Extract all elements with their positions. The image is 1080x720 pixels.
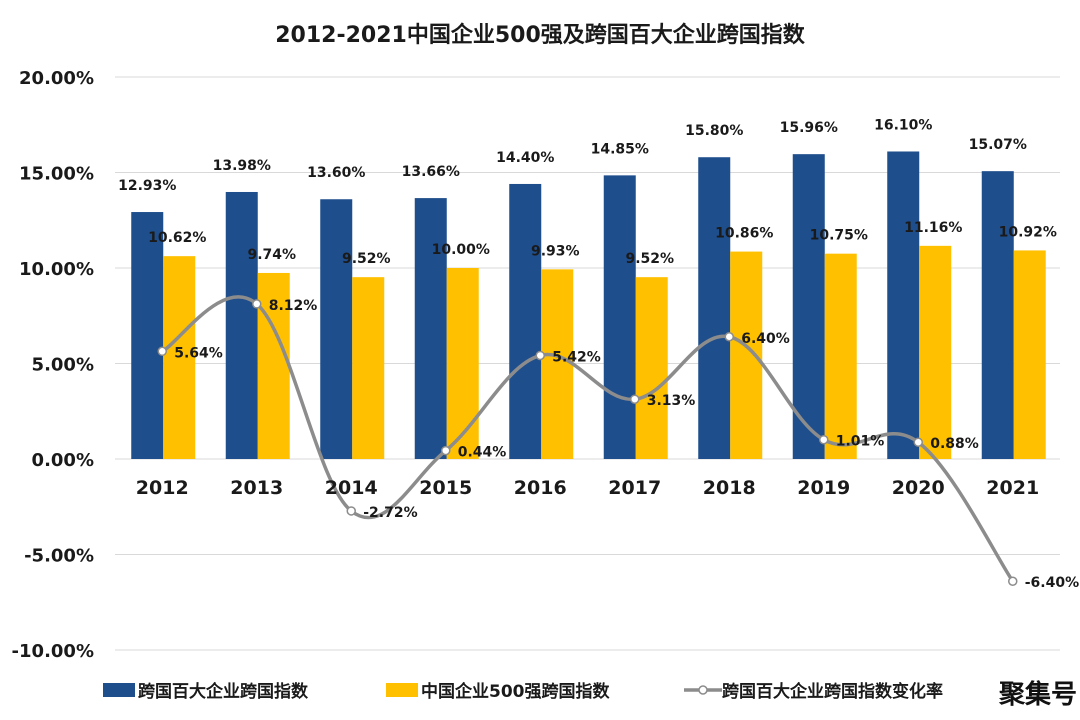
data-label-change-rate: 1.01%: [836, 434, 885, 450]
bar-china-top500: [352, 277, 385, 459]
chart-title: 2012-2021中国企业500强及跨国百大企业跨国指数: [275, 22, 806, 48]
legend-label-change-rate: 跨国百大企业跨国指数变化率: [722, 681, 943, 702]
change-rate-point: [441, 445, 451, 456]
data-label-change-rate: 0.44%: [458, 445, 507, 461]
legend: 跨国百大企业跨国指数 中国企业500强跨国指数 跨国百大企业跨国指数变化率: [103, 681, 943, 702]
bar-cross-border-top100: [131, 212, 164, 459]
x-tick-label: 2018: [703, 477, 756, 499]
x-tick-label: 2021: [986, 477, 1039, 499]
grid-layer: -10.00% -5.00% 0.00% 5.00% 10.00% 15.00% 20.00…: [12, 68, 1060, 662]
bar-cross-border-top100: [603, 175, 636, 460]
x-tick-label: 2015: [419, 477, 472, 499]
y-tick-label: 5.00%: [32, 355, 94, 376]
change-rate-point: [535, 350, 545, 361]
legend-swatch-china-top500: [386, 683, 418, 697]
x-tick-label: 2013: [230, 477, 283, 499]
bar-cross-border-top100: [320, 199, 353, 460]
bar-cross-border-top100: [509, 183, 542, 459]
y-tick-label: 0.00%: [32, 450, 94, 471]
data-label-cross-border-top100: 14.85%: [591, 141, 649, 157]
data-label-china-top500: 10.75%: [810, 228, 868, 244]
data-label-china-top500: 11.16%: [904, 220, 962, 236]
bar-cross-border-top100: [414, 198, 447, 459]
legend-swatch-cross-border-top100: [103, 683, 135, 697]
data-label-china-top500: 10.92%: [999, 224, 1057, 240]
x-tick-label: 2020: [892, 477, 945, 499]
change-rate-point: [630, 394, 640, 404]
data-label-cross-border-top100: 13.66%: [402, 164, 460, 180]
y-tick-label: 15.00%: [19, 164, 94, 185]
legend-label-china-top500: 中国企业500强跨国指数: [421, 681, 610, 702]
y-tick-label: 10.00%: [19, 259, 94, 280]
x-tick-label: 2017: [608, 477, 661, 499]
y-tick-label: -10.00%: [12, 641, 94, 662]
change-rate-point: [724, 332, 734, 342]
data-label-change-rate: 0.88%: [930, 436, 979, 452]
bar-china-top500: [541, 269, 574, 459]
bar-china-top500: [919, 245, 952, 459]
change-rate-point: [913, 437, 923, 447]
bar-cross-border-top100: [887, 151, 920, 460]
data-label-cross-border-top100: 16.10%: [874, 117, 932, 133]
change-rate-point: [1008, 576, 1018, 586]
bar-china-top500: [635, 277, 668, 459]
bar-china-top500: [446, 268, 479, 459]
data-label-change-rate: -6.40%: [1025, 575, 1079, 591]
bar-cross-border-top100: [225, 191, 258, 459]
change-rate-point: [252, 299, 262, 309]
bar-cross-border-top100: [792, 154, 825, 459]
data-label-china-top500: 9.74%: [247, 247, 296, 263]
x-tick-label: 2016: [514, 477, 567, 499]
data-label-change-rate: 8.12%: [269, 298, 318, 314]
data-label-cross-border-top100: 15.80%: [685, 123, 743, 139]
bar-china-top500: [163, 256, 196, 459]
change-rate-point: [157, 346, 167, 357]
change-rate-point: [819, 434, 829, 445]
data-label-china-top500: 10.00%: [432, 242, 490, 258]
data-label-china-top500: 10.86%: [715, 226, 773, 242]
bar-cross-border-top100: [698, 157, 731, 459]
bar-china-top500: [824, 253, 857, 459]
x-tick-label: 2019: [797, 477, 850, 499]
legend-marker-change-rate: [698, 685, 708, 695]
legend-label-cross-border-top100: 跨国百大企业跨国指数: [138, 681, 309, 702]
data-label-china-top500: 9.52%: [625, 251, 674, 267]
data-label-cross-border-top100: 15.07%: [969, 137, 1027, 153]
label-layer: 2012 2013 2014 2015 2016 2017 2018 2019 2020 2021…: [118, 117, 1079, 591]
y-tick-label: 20.00%: [19, 68, 94, 89]
data-label-change-rate: -2.72%: [363, 505, 417, 521]
bar-china-top500: [1013, 250, 1046, 459]
data-label-cross-border-top100: 14.40%: [496, 150, 554, 166]
x-tick-label: 2014: [325, 477, 378, 499]
watermark: 聚集号: [998, 679, 1077, 710]
data-label-cross-border-top100: 13.98%: [213, 158, 271, 174]
data-label-china-top500: 9.93%: [531, 243, 580, 259]
data-label-change-rate: 5.64%: [174, 345, 223, 361]
line-layer: [157, 295, 1018, 586]
data-label-china-top500: 10.62%: [148, 230, 206, 246]
x-tick-label: 2012: [136, 477, 189, 499]
data-label-cross-border-top100: 12.93%: [118, 178, 176, 194]
data-label-cross-border-top100: 15.96%: [780, 120, 838, 136]
data-label-china-top500: 9.52%: [342, 251, 391, 267]
bar-cross-border-top100: [981, 171, 1014, 459]
data-label-change-rate: 6.40%: [741, 331, 790, 347]
data-label-change-rate: 5.42%: [552, 349, 601, 365]
data-label-change-rate: 3.13%: [647, 393, 696, 409]
data-label-cross-border-top100: 13.60%: [307, 165, 365, 181]
y-tick-label: -5.00%: [24, 546, 94, 567]
bar-china-top500: [257, 272, 290, 459]
change-rate-line: [161, 295, 1015, 583]
change-rate-point: [346, 506, 356, 516]
